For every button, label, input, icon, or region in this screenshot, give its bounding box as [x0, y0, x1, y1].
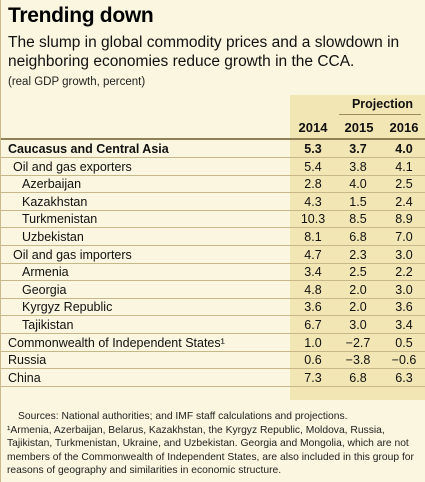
cell-2015: 2.5: [349, 265, 367, 280]
cell-2015: 6.8: [349, 370, 367, 385]
figure-subtitle: The slump in global commodity prices and…: [8, 34, 400, 70]
cell-2014: 0.6: [304, 353, 322, 368]
year-header-2016: 2016: [389, 120, 419, 135]
cell-2016: 3.4: [395, 318, 413, 332]
cell-2015: 3.8: [349, 159, 367, 174]
cell-2015: −3.8: [345, 353, 371, 368]
year-header-2015: 2015: [344, 120, 374, 135]
column-shading: [290, 95, 425, 400]
cell-2015: 8.5: [349, 212, 367, 227]
cell-2016: −0.6: [391, 353, 417, 368]
source-note: Sources: National authorities; and IMF s…: [18, 411, 348, 422]
row-label: Uzbekistan: [22, 230, 84, 244]
cell-2016: 4.0: [395, 142, 413, 156]
unit-label: (real GDP growth, percent): [8, 76, 146, 88]
cell-2014: 7.3: [304, 370, 322, 385]
row-label: Oil and gas exporters: [13, 159, 132, 174]
cell-2015: 4.0: [349, 177, 367, 192]
row-label: Commonwealth of Independent States¹: [8, 335, 225, 350]
cell-2014: 3.6: [304, 300, 322, 315]
table-row: Kyrgyz Republic 3.6 2.0 3.6: [1, 299, 425, 317]
cell-2015: 6.8: [349, 230, 367, 244]
cell-2016: 0.5: [395, 335, 413, 350]
cell-2016: 2.5: [395, 177, 413, 192]
cell-2014: 4.3: [304, 194, 322, 209]
table-row: Caucasus and Central Asia 5.3 3.7 4.0: [1, 141, 425, 158]
table-row: Georgia 4.8 2.0 3.0: [1, 282, 425, 299]
cell-2015: 3.7: [349, 142, 367, 156]
cell-2014: 5.4: [304, 159, 322, 174]
cell-2016: 8.9: [395, 212, 413, 227]
row-label: Kazakhstan: [22, 194, 88, 209]
cell-2015: 2.0: [349, 300, 367, 315]
row-label: Kyrgyz Republic: [22, 300, 113, 315]
row-label: Azerbaijan: [22, 177, 82, 192]
cell-2014: 1.0: [304, 335, 322, 350]
cell-2015: 3.0: [349, 318, 367, 332]
header-rule: [1, 138, 425, 140]
cell-2016: 3.6: [395, 300, 413, 315]
cell-2014: 3.4: [304, 265, 322, 280]
cell-2016: 2.2: [395, 265, 413, 280]
table-row: Commonwealth of Independent States¹ 1.0 −2…: [1, 335, 425, 352]
table-row: Turkmenistan 10.3 8.5 8.9: [1, 211, 425, 229]
cell-2014: 2.8: [304, 177, 322, 192]
cell-2015: 1.5: [349, 194, 367, 209]
row-label: China: [8, 370, 41, 385]
table-row: Azerbaijan 2.8 4.0 2.5: [1, 176, 425, 194]
cell-2014: 4.8: [304, 282, 322, 297]
cell-2016: 7.0: [395, 230, 413, 244]
row-label: Caucasus and Central Asia: [8, 142, 169, 156]
cell-2014: 8.1: [304, 230, 322, 244]
row-label: Georgia: [22, 282, 67, 297]
table-row: Tajikistan 6.7 3.0 3.4: [1, 317, 425, 334]
footnote: ¹Armenia, Azerbaijan, Belarus, Kazakhsta…: [7, 424, 414, 477]
cell-2015: 2.0: [349, 282, 367, 297]
projection-rule: [339, 114, 421, 115]
cell-2014: 6.7: [304, 318, 322, 332]
table-row: Kazakhstan 4.3 1.5 2.4: [1, 194, 425, 211]
cell-2014: 5.3: [304, 142, 322, 156]
table-row: Russia 0.6 −3.8 −0.6: [1, 352, 425, 370]
cell-2015: −2.7: [345, 335, 371, 350]
year-header-2014: 2014: [298, 120, 328, 135]
row-label: Tajikistan: [22, 318, 74, 332]
row-label: Russia: [8, 353, 47, 368]
cell-2016: 4.1: [395, 159, 413, 174]
cell-2014: 4.7: [304, 247, 322, 262]
cell-2014: 10.3: [300, 212, 326, 227]
cell-2016: 6.3: [395, 370, 413, 385]
cell-2016: 3.0: [395, 282, 413, 297]
row-label: Oil and gas importers: [13, 247, 132, 262]
table-row: Oil and gas exporters 5.4 3.8 4.1: [1, 159, 425, 176]
table-row: Oil and gas importers 4.7 2.3 3.0: [1, 247, 425, 264]
figure-title: Trending down: [8, 4, 154, 27]
table-row: China 7.3 6.8 6.3: [1, 370, 425, 387]
notes: Sources: National authorities; and IMF s…: [7, 410, 419, 478]
row-label: Armenia: [22, 265, 69, 280]
cell-2016: 2.4: [395, 194, 413, 209]
cell-2016: 3.0: [395, 247, 413, 262]
row-label: Turkmenistan: [22, 212, 98, 227]
projection-header: Projection: [351, 97, 414, 111]
table-row: Armenia 3.4 2.5 2.2: [1, 264, 425, 282]
table-row: Uzbekistan 8.1 6.8 7.0: [1, 229, 425, 246]
cell-2015: 2.3: [349, 247, 367, 262]
